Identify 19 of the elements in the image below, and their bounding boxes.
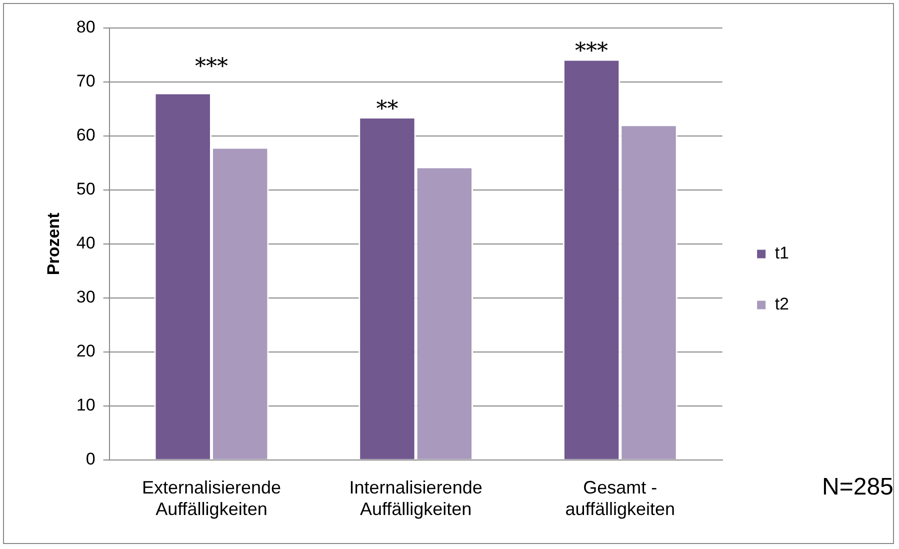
y-tick-label: 70 [76, 72, 96, 91]
y-tick-label: 50 [76, 180, 96, 199]
y-tick-label: 20 [76, 342, 96, 361]
legend-label: t2 [774, 294, 790, 314]
y-tick-label: 60 [76, 126, 96, 145]
y-tick-label: 0 [86, 449, 96, 468]
text: N=285 [822, 474, 894, 501]
x-tick-label: Internalisierende Auffälligkeiten [349, 478, 482, 520]
annotation: *** [194, 54, 228, 80]
annotation: ** [376, 96, 398, 122]
y-tick-label: 40 [76, 234, 96, 253]
legend-label: t1 [774, 244, 790, 263]
y-axis-title: Prozent [44, 212, 63, 276]
y-tick-label: 30 [76, 288, 96, 307]
annotation: *** [575, 39, 608, 64]
y-tick-label: 80 [76, 18, 96, 37]
y-tick-label: 10 [76, 396, 96, 415]
x-tick-label: Gesamt - auffälligkeiten [565, 478, 676, 520]
x-tick-label: Externalisierende Auffälligkeiten [142, 478, 282, 520]
